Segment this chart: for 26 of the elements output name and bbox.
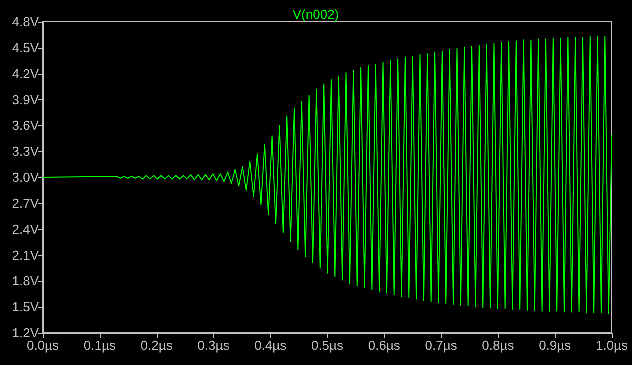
y-tick-label: 2.4V (12, 222, 40, 237)
x-tick-label: 0.1µs (84, 338, 116, 353)
x-tick-label: 0.7µs (425, 338, 458, 353)
y-tick-label: 3.6V (12, 118, 40, 134)
y-tick-label: 3.3V (12, 144, 40, 160)
y-tick-label: 1.5V (12, 300, 40, 315)
y-tick-label: 1.8V (12, 274, 40, 289)
y-tick-label: 4.8V (12, 14, 40, 30)
line-series (42, 36, 612, 314)
y-tick-label: 3.9V (12, 92, 40, 108)
x-tick-label: 0.3µs (198, 338, 230, 353)
x-tick-label: 1.0µs (596, 338, 629, 353)
y-tick-label: 4.2V (12, 66, 40, 82)
x-tick-label: 0.0µs (26, 338, 60, 353)
x-tick-label: 0.9µs (539, 338, 572, 353)
x-tick-label: 0.4µs (254, 338, 288, 353)
x-tick-label: 0.5µs (311, 338, 344, 353)
x-tick-label: 0.2µs (140, 338, 174, 353)
y-tick-label: 3.0V (12, 170, 40, 185)
y-tick-label: 2.1V (12, 248, 40, 263)
chart-title: V(n002) (292, 7, 340, 22)
x-tick-label: 0.6µs (368, 338, 401, 353)
y-tick-label: 2.7V (12, 196, 40, 211)
x-tick-label: 0.8µs (482, 338, 515, 353)
y-tick-label: 4.5V (12, 40, 40, 56)
y-tick-label: 1.2V (12, 326, 40, 340)
